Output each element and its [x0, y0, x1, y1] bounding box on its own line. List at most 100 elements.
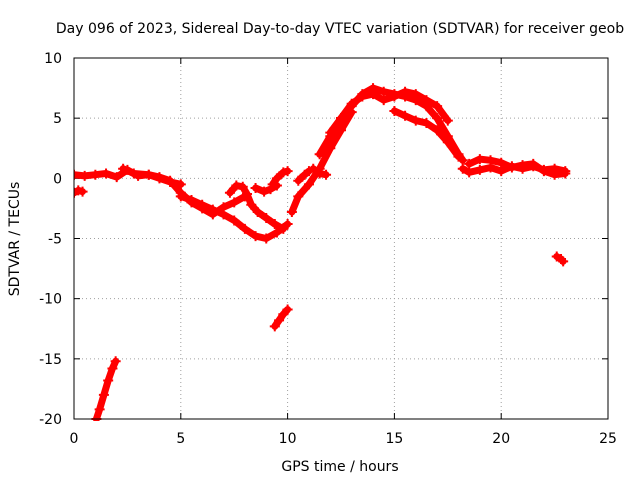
y-axis-title: SDTVAR / TECUs — [7, 182, 23, 297]
data-point — [197, 199, 208, 210]
series-group — [74, 83, 571, 421]
data-point — [111, 172, 122, 183]
x-tick-label: 10 — [279, 431, 297, 447]
data-point — [267, 179, 278, 190]
data-point — [346, 98, 357, 109]
data-point — [357, 91, 368, 102]
data-point — [293, 175, 304, 186]
data-point — [432, 125, 443, 136]
data-point — [282, 166, 293, 177]
data-point — [432, 113, 443, 124]
y-tick-label: 0 — [53, 171, 62, 187]
data-point — [252, 207, 263, 218]
data-point — [293, 191, 304, 202]
data-point — [231, 180, 242, 191]
data-point — [98, 389, 109, 400]
data-point — [308, 163, 319, 174]
data-point — [269, 321, 280, 332]
data-point — [558, 256, 569, 267]
data-point — [314, 149, 325, 160]
data-point — [259, 186, 270, 197]
data-point — [218, 209, 229, 220]
data-point — [325, 127, 336, 138]
data-point — [538, 166, 549, 177]
data-point — [110, 356, 121, 367]
data-point — [90, 169, 101, 180]
data-point — [336, 113, 346, 124]
data-point — [474, 154, 485, 165]
data-point — [269, 219, 280, 230]
data-point — [94, 404, 105, 415]
data-point — [237, 181, 248, 192]
data-point — [103, 375, 114, 386]
data-point — [175, 191, 186, 202]
data-point — [560, 168, 571, 179]
data-point — [432, 101, 443, 112]
plot-frame — [73, 57, 609, 420]
data-point — [224, 187, 235, 198]
x-tick-label: 5 — [176, 431, 185, 447]
data-point — [143, 169, 154, 180]
data-point — [485, 155, 496, 166]
data-point — [528, 158, 539, 169]
data-point — [101, 168, 112, 179]
data-point — [274, 315, 285, 326]
data-point — [442, 115, 453, 126]
data-point — [321, 169, 332, 180]
x-tick-label: 20 — [492, 431, 510, 447]
data-point — [229, 215, 240, 226]
data-point — [250, 231, 261, 242]
data-point — [389, 91, 400, 102]
y-tick-label: -5 — [48, 232, 62, 248]
data-point — [378, 95, 389, 106]
data-point — [549, 169, 560, 180]
y-tick-label: -20 — [39, 412, 62, 428]
data-point — [250, 182, 261, 193]
data-point — [165, 175, 176, 186]
data-point — [186, 194, 197, 205]
data-series — [74, 83, 571, 421]
data-point — [154, 172, 165, 183]
chart-title: Day 096 of 2023, Sidereal Day-to-day VTE… — [56, 21, 624, 37]
data-point — [261, 213, 272, 224]
data-point — [314, 168, 325, 179]
x-axis-title: GPS time / hours — [281, 459, 398, 475]
data-point — [400, 86, 411, 97]
data-point — [107, 363, 118, 374]
y-tick-label: -15 — [39, 352, 62, 368]
series-arc-17 — [465, 155, 569, 179]
data-point — [282, 304, 293, 315]
data-point — [246, 199, 257, 210]
data-point — [77, 186, 88, 197]
x-tick-label: 15 — [385, 431, 403, 447]
tick-labels: 0 5 10 15 20 25 -20 -15 -10 -5 0 5 10 — [39, 51, 617, 447]
series-arc-8 — [271, 306, 292, 330]
data-point — [474, 164, 485, 175]
data-point — [242, 188, 253, 199]
y-tick-label: -10 — [39, 292, 62, 308]
data-point — [496, 166, 507, 177]
data-point — [286, 207, 297, 218]
data-point — [421, 117, 432, 128]
data-point — [506, 162, 517, 173]
data-point — [389, 105, 400, 116]
data-point — [368, 89, 379, 100]
data-point — [79, 170, 90, 181]
data-point — [261, 233, 272, 244]
data-point — [457, 163, 468, 174]
y-tick-label: 10 — [44, 51, 62, 67]
x-tick-label: 25 — [599, 431, 617, 447]
data-point — [496, 157, 507, 168]
data-point — [271, 173, 282, 184]
data-point — [410, 115, 421, 126]
x-tick-label: 0 — [70, 431, 79, 447]
data-point — [207, 204, 218, 215]
data-point — [442, 137, 453, 148]
data-point — [118, 163, 129, 174]
y-tick-label: 5 — [53, 111, 62, 127]
data-point — [378, 86, 389, 97]
data-point — [239, 223, 250, 234]
data-point — [421, 95, 432, 106]
